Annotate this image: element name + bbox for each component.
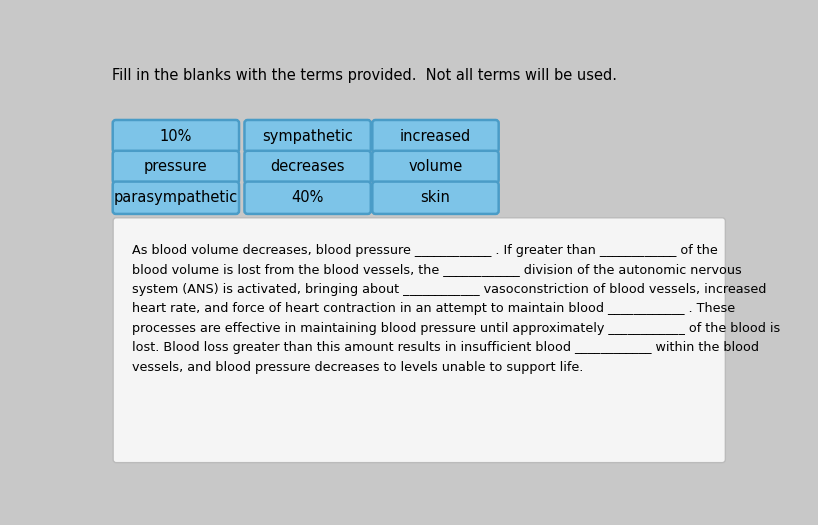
Text: sympathetic: sympathetic bbox=[263, 129, 353, 144]
Text: 10%: 10% bbox=[160, 129, 192, 144]
Text: decreases: decreases bbox=[271, 160, 345, 174]
FancyBboxPatch shape bbox=[113, 120, 239, 152]
FancyBboxPatch shape bbox=[113, 151, 239, 183]
Text: 40%: 40% bbox=[291, 190, 324, 205]
FancyBboxPatch shape bbox=[372, 182, 499, 214]
Text: Fill in the blanks with the terms provided.  Not all terms will be used.: Fill in the blanks with the terms provid… bbox=[111, 68, 617, 83]
FancyBboxPatch shape bbox=[372, 120, 499, 152]
FancyBboxPatch shape bbox=[245, 182, 371, 214]
Text: volume: volume bbox=[408, 160, 463, 174]
Text: parasympathetic: parasympathetic bbox=[114, 190, 238, 205]
FancyBboxPatch shape bbox=[245, 151, 371, 183]
FancyBboxPatch shape bbox=[372, 151, 499, 183]
Text: increased: increased bbox=[400, 129, 471, 144]
FancyBboxPatch shape bbox=[113, 218, 726, 463]
Text: skin: skin bbox=[420, 190, 451, 205]
Text: pressure: pressure bbox=[144, 160, 208, 174]
FancyBboxPatch shape bbox=[113, 182, 239, 214]
Text: As blood volume decreases, blood pressure ____________ . If greater than _______: As blood volume decreases, blood pressur… bbox=[132, 244, 780, 374]
FancyBboxPatch shape bbox=[245, 120, 371, 152]
